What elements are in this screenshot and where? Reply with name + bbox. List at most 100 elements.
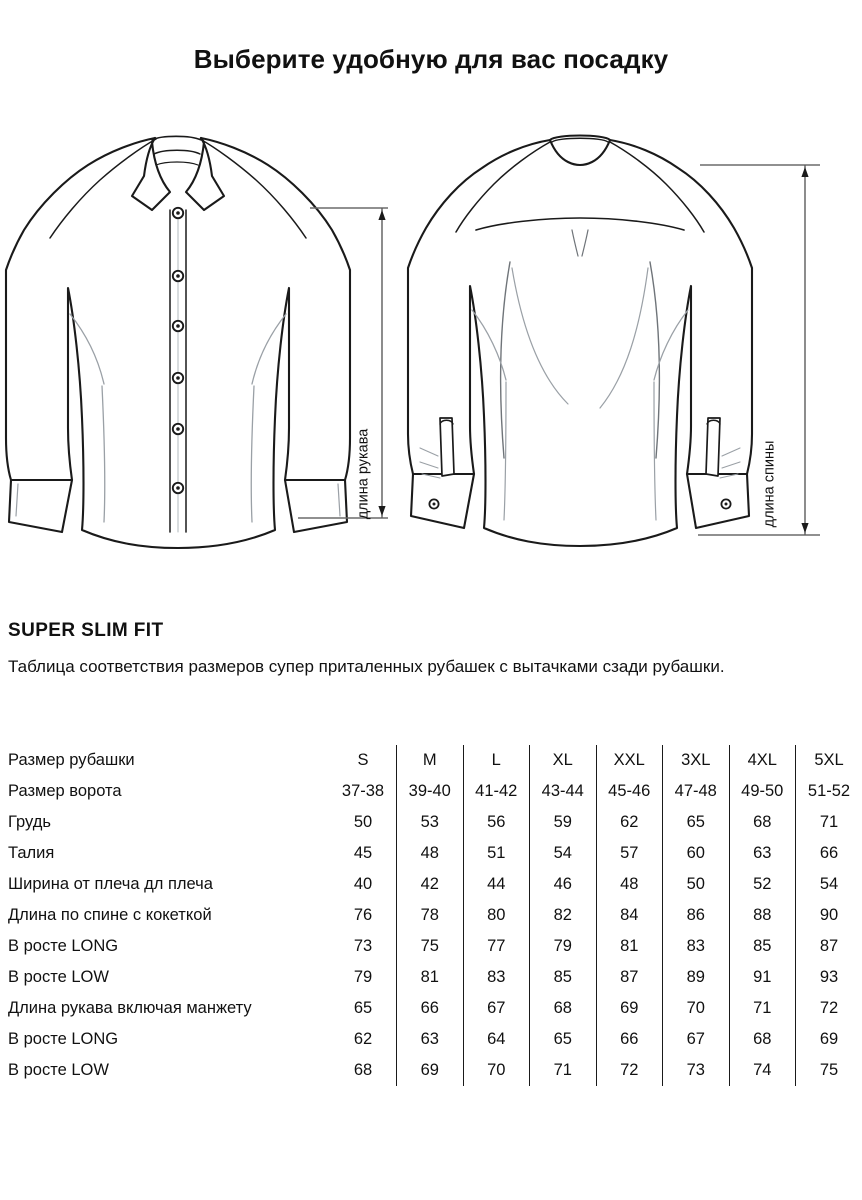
table-cell: 87 [595, 962, 663, 993]
table-cell: 85 [728, 931, 796, 962]
table-row-label: В росте LOW [8, 968, 109, 986]
table-cell: 90 [795, 900, 862, 931]
crease-left-arm [471, 309, 507, 381]
table-cell: 74 [728, 1055, 796, 1086]
table-cell: 66 [396, 993, 463, 1024]
table-cell: 71 [529, 1055, 596, 1086]
back-dart-right [649, 261, 661, 459]
table-cell: 75 [795, 1055, 862, 1086]
table-cell: 37-38 [341, 782, 385, 800]
table-cell: 4XL [728, 745, 796, 776]
table-cell: 62 [595, 807, 663, 838]
table-cell: 78 [396, 900, 463, 931]
back-dart-right-curve [599, 267, 649, 409]
table-cell: S [357, 751, 369, 769]
table-cell: XXL [595, 745, 663, 776]
table-cell: 5XL [795, 745, 862, 776]
table-cell: 57 [595, 838, 663, 869]
table-row: В росте LOW 68 69 70 71 72 73 74 75 [0, 1055, 862, 1086]
table-cell: 47-48 [662, 776, 729, 807]
arrowhead-bottom [378, 506, 386, 516]
collar-band-edge [155, 161, 199, 166]
table-cell: 54 [529, 838, 596, 869]
table-row-label: Длина по спине с кокеткой [8, 906, 212, 924]
cuff-left-group [409, 417, 476, 530]
table-cell: 93 [795, 962, 862, 993]
crease-right-body [653, 381, 657, 521]
table-cell: 86 [662, 900, 729, 931]
back-yoke-seam [475, 217, 685, 231]
shirt-back-outline [406, 138, 754, 548]
shoulder-seam-left [49, 138, 157, 239]
cuff-right [283, 478, 349, 534]
cuff-placket-right [705, 417, 721, 477]
table-cell: 63 [728, 838, 796, 869]
table-cell: 83 [462, 962, 530, 993]
crease-right-body [250, 385, 255, 523]
cuff-right-group [685, 417, 751, 530]
collar-band-lower [153, 149, 201, 155]
table-cell: XL [529, 745, 596, 776]
table-cell: 79 [529, 931, 596, 962]
table-cell: 69 [795, 1024, 862, 1055]
collar-back [548, 134, 612, 167]
table-cell: 65 [662, 807, 729, 838]
table-cell: 87 [795, 931, 862, 962]
table-cell: 3XL [662, 745, 729, 776]
table-cell: 53 [396, 807, 463, 838]
arrowhead-top [801, 167, 809, 177]
crease-left-body [101, 385, 106, 523]
table-cell: 76 [353, 906, 373, 924]
table-row-label: В росте LONG [8, 937, 119, 955]
table-row: Длина по спине с кокеткой 76 78 80 82 84 86 88 9… [0, 900, 862, 931]
cuff-left-crease [15, 483, 19, 517]
table-cell: 65 [353, 999, 373, 1017]
shirt-back-technical-drawing [400, 118, 862, 558]
table-cell: 89 [662, 962, 729, 993]
table-cell: 54 [795, 869, 862, 900]
table-cell: 50 [353, 813, 373, 831]
placket-buttons [171, 206, 185, 495]
table-cell: 62 [353, 1030, 373, 1048]
table-cell: 83 [662, 931, 729, 962]
table-row: В росте LONG 73 75 77 79 81 83 85 87 [0, 931, 862, 962]
back-length-dimension [698, 164, 820, 536]
table-cell: 75 [396, 931, 463, 962]
table-row-label: Грудь [8, 813, 51, 831]
table-cell: 73 [353, 937, 373, 955]
table-cell: 44 [462, 869, 530, 900]
arrowhead-bottom [801, 523, 809, 533]
fit-description-text: Таблица соответствия размеров супер прит… [8, 657, 725, 676]
table-cell: 59 [529, 807, 596, 838]
cuff-left [7, 478, 74, 534]
table-row: Грудь 50 53 56 59 62 65 68 71 [0, 807, 862, 838]
table-row-label: Талия [8, 844, 55, 862]
table-cell: 84 [595, 900, 663, 931]
table-cell: 82 [529, 900, 596, 931]
table-cell: 50 [662, 869, 729, 900]
table-row-label: Размер рубашки [8, 751, 135, 769]
table-cell: 77 [462, 931, 530, 962]
table-cell: 72 [795, 993, 862, 1024]
table-row-label: Длина рукава включая манжету [8, 999, 252, 1017]
cuff-placket-left [439, 417, 455, 477]
table-cell: 81 [595, 931, 663, 962]
table-cell: 45 [353, 844, 373, 862]
table-row-label: В росте LOW [8, 1061, 109, 1079]
back-dart-left [499, 261, 511, 459]
collar-band-top [151, 135, 202, 141]
table-cell: 70 [462, 1055, 530, 1086]
table-cell: 88 [728, 900, 796, 931]
fit-type-heading: SUPER SLIM FIT [8, 620, 164, 641]
table-row: Талия 45 48 51 54 57 60 63 66 [0, 838, 862, 869]
table-row: Длина рукава включая манжету 65 66 67 68 69 70… [0, 993, 862, 1024]
table-cell: 56 [462, 807, 530, 838]
table-cell: 40 [353, 875, 373, 893]
table-cell: 70 [662, 993, 729, 1024]
table-row: Размер ворота 37-38 39-40 41-42 43-44 45-46 47… [0, 776, 862, 807]
center-pleat-right [581, 229, 589, 257]
table-cell: 69 [396, 1055, 463, 1086]
yoke-shoulder-right [609, 141, 705, 233]
sleeve-length-dimension [298, 207, 388, 519]
table-cell: 68 [353, 1061, 373, 1079]
